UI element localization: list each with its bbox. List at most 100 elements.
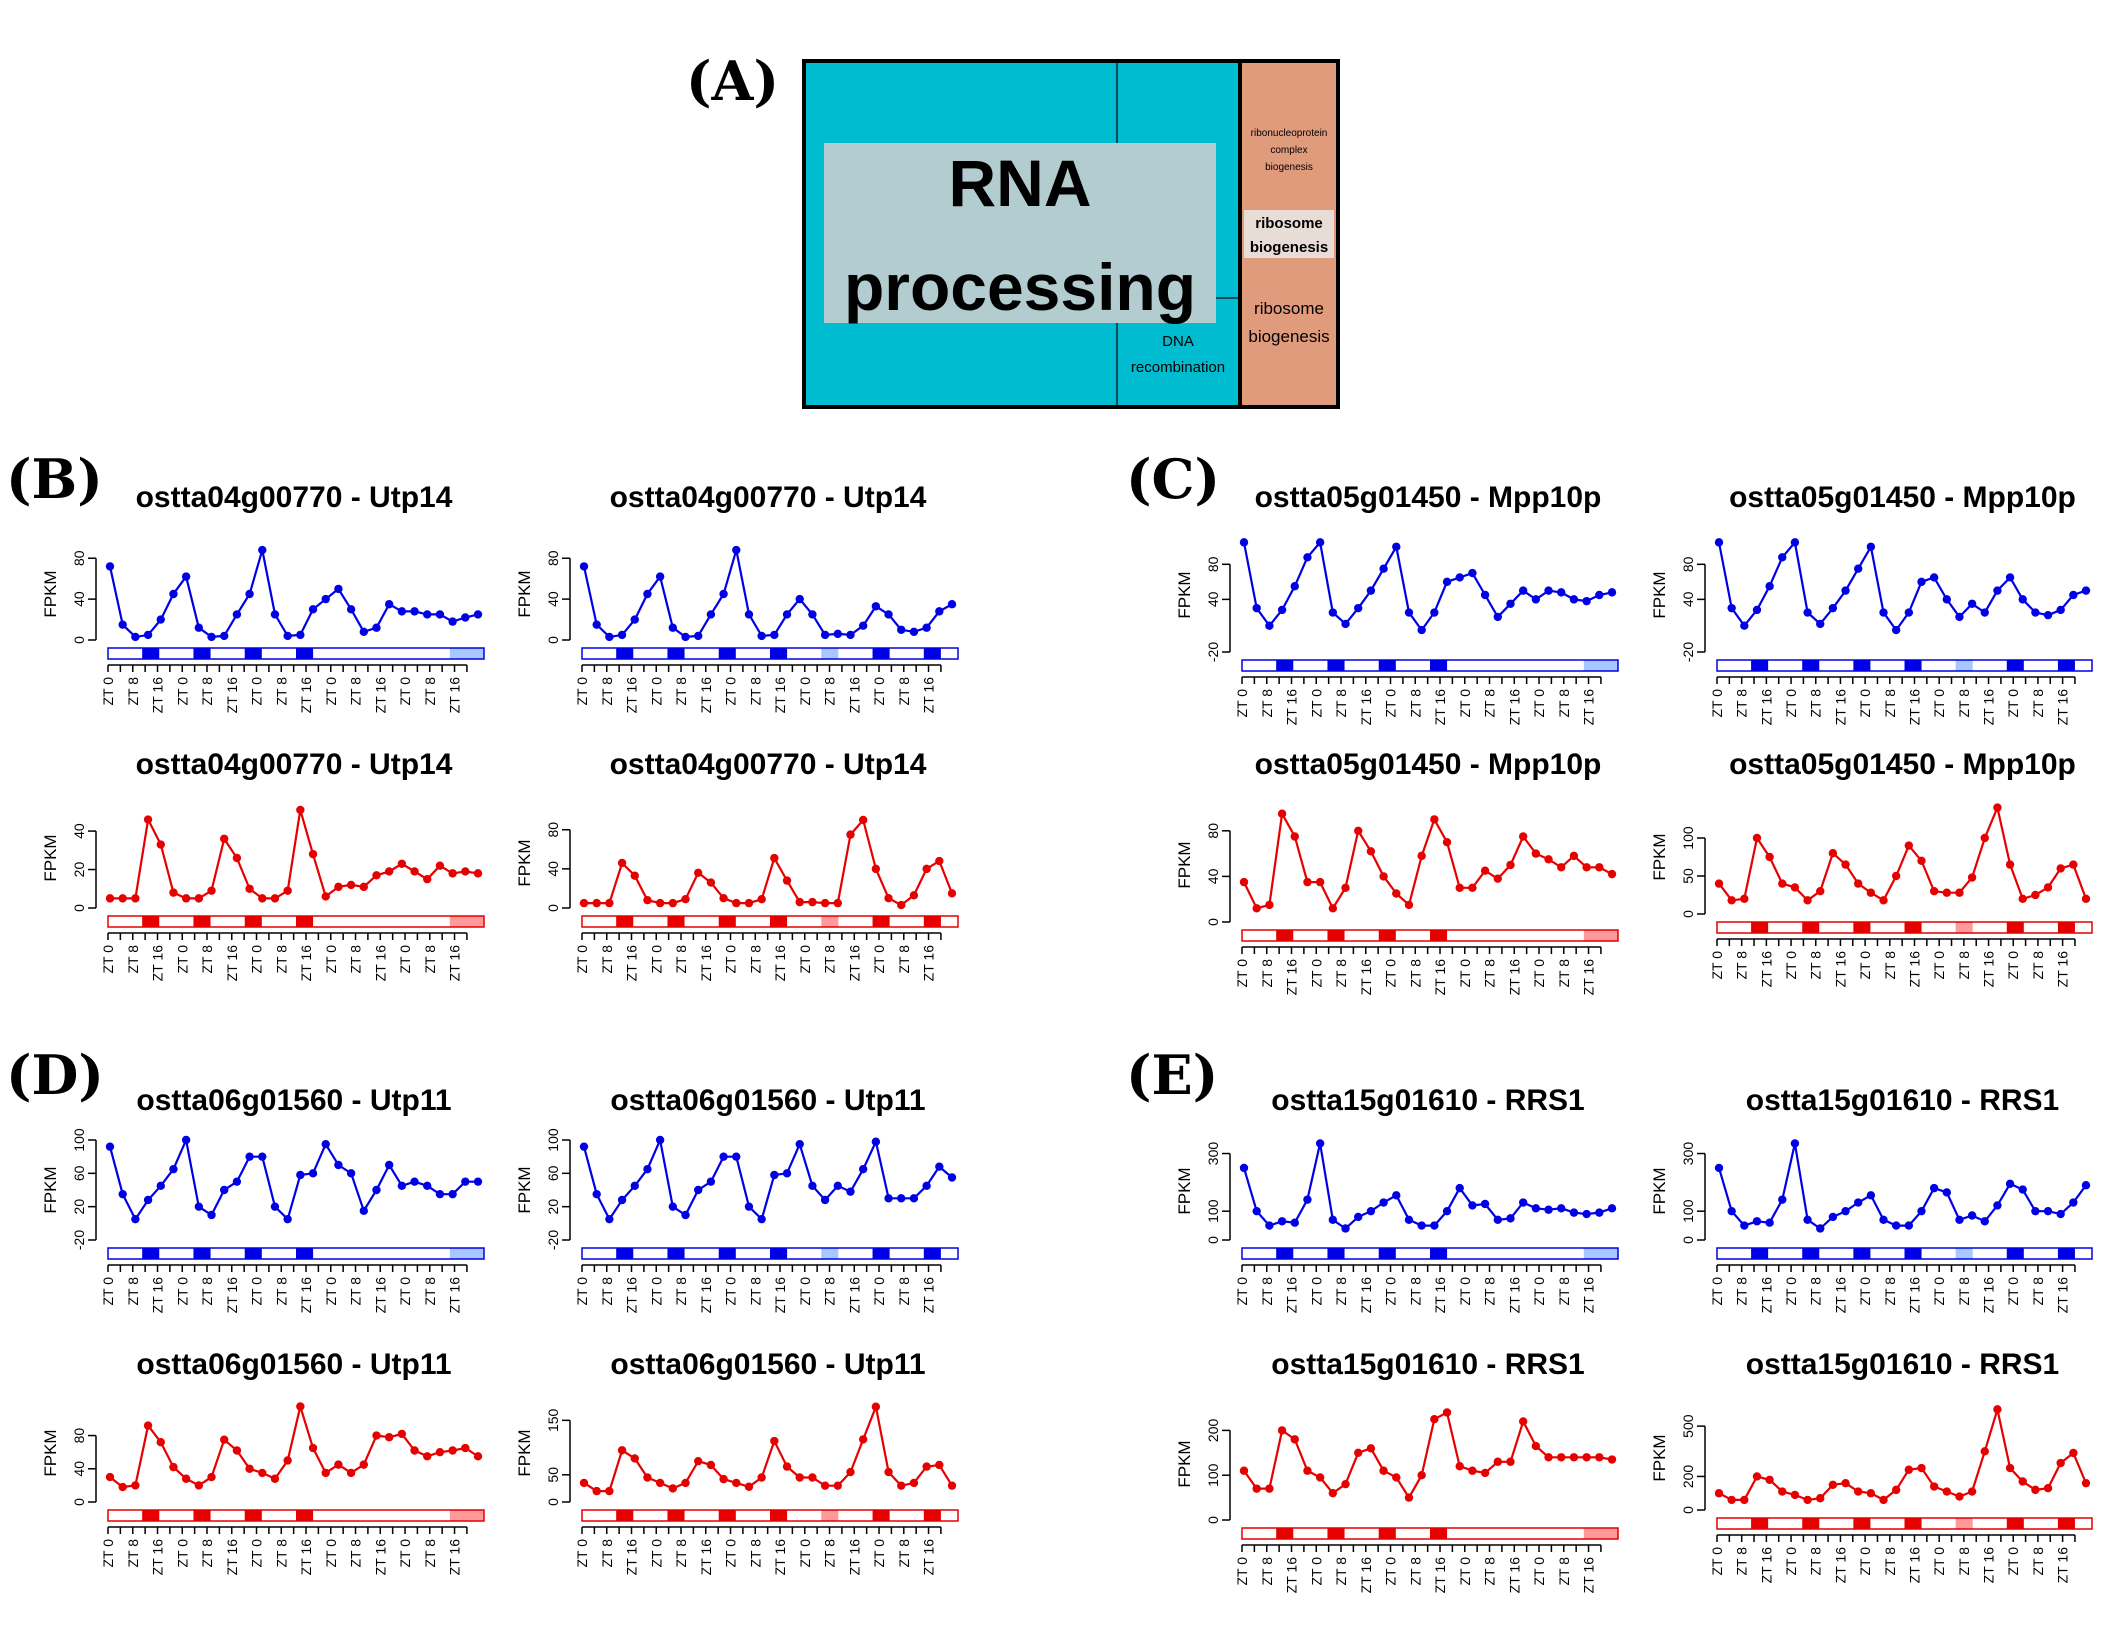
data-point	[156, 840, 165, 849]
condition-bar-segment	[1378, 930, 1397, 941]
condition-bar-segment	[2074, 1518, 2093, 1529]
condition-bar-frame	[581, 915, 959, 928]
x-tick-label: ZT 8	[348, 945, 364, 974]
data-point	[473, 610, 483, 619]
y-tick-label: 80	[71, 1428, 87, 1444]
data-point	[782, 1462, 792, 1471]
condition-bar-segment	[2074, 922, 2093, 933]
x-tick-label: ZT 0	[2005, 1547, 2021, 1576]
data-point	[1252, 1484, 1261, 1493]
x-tick-label: ZT 16	[1432, 1277, 1448, 1314]
data-point	[1354, 1212, 1363, 1222]
condition-bar-segment	[466, 1510, 485, 1521]
condition-bar-segment	[125, 1248, 143, 1259]
condition-bar-frame	[1241, 659, 1619, 672]
data-point	[1518, 1198, 1528, 1207]
condition-bar-segment	[415, 1510, 434, 1521]
data-point	[630, 1181, 639, 1191]
condition-bar-segment	[1310, 1248, 1328, 1259]
chart-d-14: ostta06g01560 - Utp11 0 50 150 FPKM ZT 0 ZT 8 Z…	[515, 1348, 959, 1575]
data-point	[655, 572, 665, 581]
x-tick-label: ZT 0	[1783, 951, 1799, 980]
condition-bar-segment	[432, 648, 451, 659]
condition-bar-segment	[449, 648, 468, 659]
chart-title: ostta04g00770 - Utp14	[610, 748, 927, 781]
condition-bar-frame	[1716, 1247, 2093, 1260]
x-tick-label: ZT 0	[2005, 951, 2021, 980]
condition-bar-segment	[1310, 660, 1328, 671]
data-point	[643, 1473, 652, 1482]
data-point	[833, 898, 842, 908]
x-tick-label: ZT 0	[1234, 959, 1250, 988]
data-point	[922, 623, 931, 632]
chart-e-12: ostta15g01610 - RRS1 0 100 300 FPKM ZT 0 ZT 8 Z…	[1650, 1084, 2093, 1313]
data-point	[1790, 1139, 1800, 1148]
data-point	[181, 1474, 191, 1483]
condition-bar-segment	[142, 1248, 160, 1259]
data-point	[1341, 619, 1350, 629]
y-tick-label: 100	[1205, 1199, 1221, 1223]
x-tick-label: ZT 0	[574, 945, 590, 974]
condition-bar-segment	[1532, 1248, 1551, 1259]
data-point	[2056, 1458, 2065, 1468]
data-point	[1980, 1447, 1989, 1456]
condition-bar-segment	[1785, 1248, 1803, 1259]
x-tick-label: ZT 0	[397, 945, 413, 974]
x-tick-label: ZT 0	[648, 1539, 664, 1568]
condition-bar-segment	[1972, 1518, 1991, 1529]
data-point	[2069, 590, 2078, 600]
data-point	[118, 1189, 127, 1199]
x-tick-label: ZT 0	[1308, 689, 1324, 718]
data-point	[346, 1169, 356, 1178]
data-point	[1866, 1191, 1876, 1200]
data-point	[2018, 894, 2027, 903]
x-tick-label: ZT 0	[100, 1539, 116, 1568]
condition-bar-segment	[1583, 660, 1602, 671]
condition-bar-segment	[633, 1248, 651, 1259]
data-point	[1341, 1224, 1350, 1233]
data-point	[1765, 1218, 1774, 1227]
x-tick-label: ZT 8	[1808, 689, 1824, 718]
condition-bar-segment	[1717, 1248, 1735, 1259]
condition-bar-segment	[1853, 922, 1871, 933]
data-point	[410, 607, 419, 616]
condition-bar-segment	[1972, 1248, 1991, 1259]
x-tick-label: ZT 16	[298, 945, 314, 982]
x-tick-label: ZT 8	[822, 677, 838, 706]
x-tick-label: ZT 8	[1259, 959, 1275, 988]
data-point	[1967, 1487, 1977, 1496]
condition-bar-segment	[616, 1248, 634, 1259]
condition-bar-segment	[1836, 922, 1854, 933]
condition-bar-segment	[1853, 1248, 1871, 1259]
condition-bar-segment	[701, 1510, 720, 1521]
data-point	[1929, 1482, 1939, 1491]
data-point	[1430, 1221, 1439, 1230]
y-tick-label: -20	[1680, 642, 1696, 662]
data-point	[1455, 883, 1464, 892]
data-point	[1904, 1221, 1914, 1230]
series-line	[110, 809, 479, 900]
condition-bar-segment	[142, 1510, 160, 1521]
condition-bar-segment	[889, 648, 908, 659]
condition-bar-segment	[142, 916, 160, 927]
data-point	[1239, 538, 1249, 547]
data-point	[922, 1181, 931, 1191]
data-point	[1392, 1191, 1401, 1200]
y-tick-label: 80	[545, 550, 561, 566]
x-tick-label: ZT 8	[747, 677, 763, 706]
x-tick-label: ZT 16	[1906, 689, 1922, 726]
x-tick-label: ZT 16	[1758, 1547, 1774, 1584]
x-tick-label: ZT 0	[648, 945, 664, 974]
condition-bar-segment	[1600, 1248, 1619, 1259]
condition-bar-segment	[1836, 660, 1854, 671]
x-tick-label: ZT 8	[822, 1277, 838, 1306]
data-point	[1828, 603, 1838, 613]
data-point	[1392, 889, 1401, 898]
y-tick-label: 100	[1680, 1199, 1696, 1223]
data-point	[1544, 586, 1553, 595]
data-point	[1765, 1475, 1774, 1485]
condition-bar-segment	[1819, 922, 1837, 933]
data-point	[1803, 608, 1812, 617]
x-tick-label: ZT 8	[273, 1277, 289, 1306]
data-point	[1790, 883, 1800, 892]
